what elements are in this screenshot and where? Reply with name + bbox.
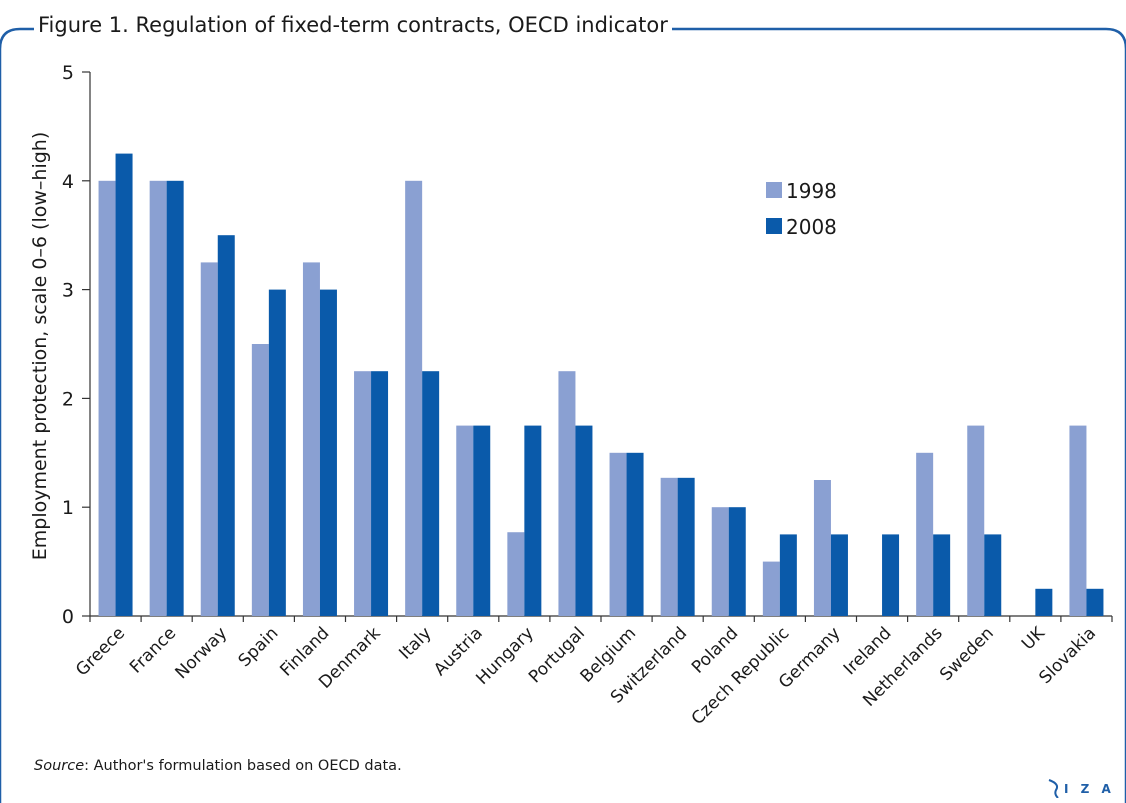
figure-title: Figure 1. Regulation of fixed-term contr… (34, 12, 672, 38)
legend-label-1998: 1998 (786, 179, 837, 203)
bar-2008-switzerland (677, 477, 695, 616)
bar-1998-portugal (558, 371, 576, 616)
bar-1998-czech-republic (762, 561, 780, 616)
bar-1998-norway (200, 262, 218, 616)
y-tick-label: 0 (62, 606, 74, 628)
y-axis: 0 1 2 3 4 5 (62, 62, 91, 628)
source-text: : Author's formulation based on OECD dat… (84, 758, 402, 774)
bar-2008-spain (268, 289, 286, 616)
legend-label-2008: 2008 (786, 215, 837, 239)
y-tick-label: 2 (62, 388, 74, 410)
bar-2008-finland (319, 289, 337, 616)
y-tick-label: 5 (62, 62, 74, 84)
x-tick-label: Sweden (936, 623, 998, 685)
x-tick-label: Slovakia (1035, 623, 1100, 688)
bar-2008-france (166, 180, 184, 617)
source-label: Source (34, 758, 85, 774)
bar-2008-slovakia (1086, 588, 1104, 616)
x-tick-label: Norway (172, 623, 232, 683)
x-tick-label: Spain (235, 623, 283, 671)
bar-1998-italy (405, 180, 423, 617)
bar-2008-sweden (984, 534, 1002, 616)
x-tick-label: Greece (72, 623, 129, 680)
bar-2008-italy (422, 371, 440, 616)
bar-1998-greece (98, 180, 116, 617)
bar-2008-portugal (575, 425, 593, 616)
bar-2008-uk (1035, 588, 1053, 616)
bar-2008-belgium (626, 452, 644, 616)
bar-1998-denmark (354, 371, 372, 616)
bar-2008-denmark (371, 371, 389, 616)
iza-logo-text: I Z A (1064, 782, 1115, 796)
legend: 1998 2008 (766, 179, 837, 239)
y-tick-label: 3 (62, 280, 74, 302)
bar-2008-germany (830, 534, 848, 616)
bar-1998-sweden (967, 425, 985, 616)
bar-1998-poland (711, 507, 729, 616)
bar-2008-greece (115, 153, 133, 616)
bar-2008-netherlands (933, 534, 951, 616)
bar-2008-czech-republic (779, 534, 797, 616)
iza-logo-icon (1048, 779, 1059, 798)
x-tick-label: UK (1018, 623, 1049, 654)
bar-2008-poland (728, 507, 746, 616)
bar-2008-ireland (882, 534, 900, 616)
bars (98, 153, 1104, 617)
bar-1998-spain (251, 344, 269, 616)
y-tick-label: 4 (62, 171, 74, 193)
bar-1998-austria (456, 425, 474, 616)
bar-2008-hungary (524, 425, 542, 616)
bar-1998-belgium (609, 452, 627, 616)
bar-2008-norway (217, 235, 235, 616)
x-tick-label: Italy (395, 623, 435, 663)
bar-1998-france (149, 180, 167, 617)
bar-1998-hungary (507, 532, 525, 616)
bar-1998-finland (302, 262, 320, 616)
x-tick-label: Portugal (525, 623, 589, 687)
bar-1998-netherlands (916, 452, 934, 616)
bar-1998-germany (813, 480, 831, 616)
bar-1998-slovakia (1069, 425, 1087, 616)
y-axis-label: Employment protection, scale 0–6 (low–hi… (29, 132, 51, 561)
bar-1998-switzerland (660, 477, 678, 616)
legend-swatch-2008 (766, 218, 782, 234)
bar-2008-austria (473, 425, 491, 616)
source-note: Source: Author's formulation based on OE… (34, 758, 402, 774)
legend-swatch-1998 (766, 182, 782, 198)
y-tick-label: 1 (62, 497, 74, 519)
